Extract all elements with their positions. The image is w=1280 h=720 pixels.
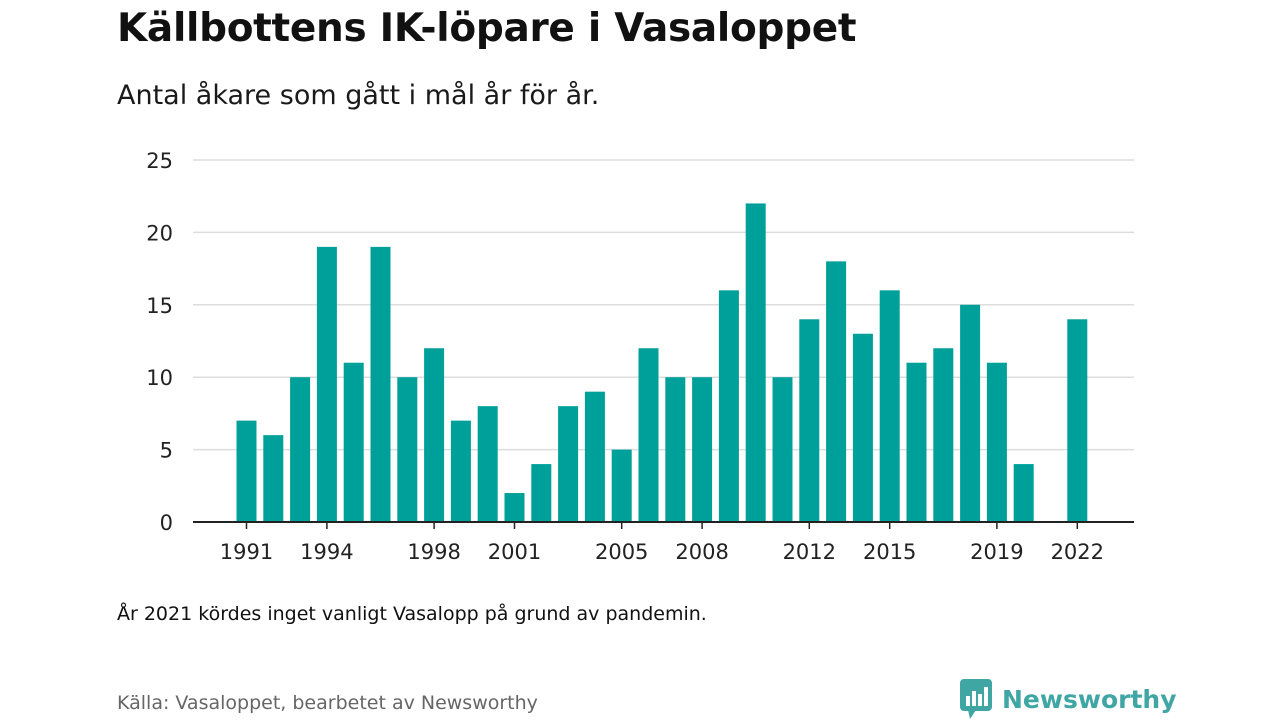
bar xyxy=(906,362,927,522)
bars xyxy=(236,203,1088,522)
bar xyxy=(638,348,659,522)
x-axis-ticks: 1991 1994 1998 2001 2005 2008 2012 2015 2019 2022 xyxy=(220,522,1104,564)
x-tick-label: 1994 xyxy=(300,540,353,564)
y-tick-label: 20 xyxy=(146,221,173,245)
bar xyxy=(504,493,525,522)
bar xyxy=(718,290,739,522)
y-tick-label: 15 xyxy=(146,294,173,318)
x-tick-label: 2008 xyxy=(675,540,728,564)
bar xyxy=(290,377,311,522)
bar xyxy=(450,420,471,522)
bar xyxy=(1013,464,1034,522)
bar xyxy=(879,290,900,522)
x-tick-label: 2012 xyxy=(783,540,836,564)
y-axis-ticks: 0 5 10 15 20 25 xyxy=(146,149,173,535)
bar xyxy=(397,377,418,522)
bar xyxy=(933,348,954,522)
brand-name: Newsworthy xyxy=(1002,684,1177,714)
bar xyxy=(531,464,552,522)
bar-chart: 0 5 10 15 20 25 1991 1994 1998 2001 2005 2008 2012 2… xyxy=(146,149,1134,564)
chart-subtitle: Antal åkare som gått i mål år för år. xyxy=(117,80,600,111)
bar xyxy=(1067,319,1088,522)
bar xyxy=(370,246,391,522)
y-tick-label: 25 xyxy=(146,149,173,173)
bar xyxy=(263,435,284,522)
x-tick-label: 2001 xyxy=(488,540,541,564)
y-tick-label: 5 xyxy=(160,439,173,463)
source-credit: Källa: Vasaloppet, bearbetet av Newswort… xyxy=(117,692,538,714)
newsworthy-logo: Newsworthy xyxy=(960,679,1177,719)
bar xyxy=(477,406,498,522)
bar xyxy=(665,377,686,522)
x-tick-label: 2019 xyxy=(970,540,1023,564)
bar xyxy=(692,377,713,522)
bar xyxy=(799,319,820,522)
y-tick-label: 10 xyxy=(146,366,173,390)
bar-chart-logo-icon xyxy=(960,679,992,719)
bar xyxy=(343,362,364,522)
bar xyxy=(558,406,579,522)
x-tick-label: 2015 xyxy=(863,540,916,564)
bar xyxy=(584,391,605,522)
x-tick-label: 1991 xyxy=(220,540,273,564)
chart-note: År 2021 kördes inget vanligt Vasalopp på… xyxy=(117,603,707,625)
bar xyxy=(236,420,257,522)
bar xyxy=(986,362,1007,522)
x-tick-label: 1998 xyxy=(407,540,460,564)
bar xyxy=(960,304,981,522)
chart-title: Källbottens IK-löpare i Vasaloppet xyxy=(117,6,857,51)
bar xyxy=(316,246,337,522)
bar xyxy=(611,449,632,522)
bar xyxy=(424,348,445,522)
y-tick-label: 0 xyxy=(160,511,173,535)
bar xyxy=(852,333,873,522)
bar xyxy=(745,203,766,522)
bar xyxy=(826,261,847,522)
bar xyxy=(772,377,793,522)
x-tick-label: 2005 xyxy=(595,540,648,564)
x-tick-label: 2022 xyxy=(1051,540,1104,564)
